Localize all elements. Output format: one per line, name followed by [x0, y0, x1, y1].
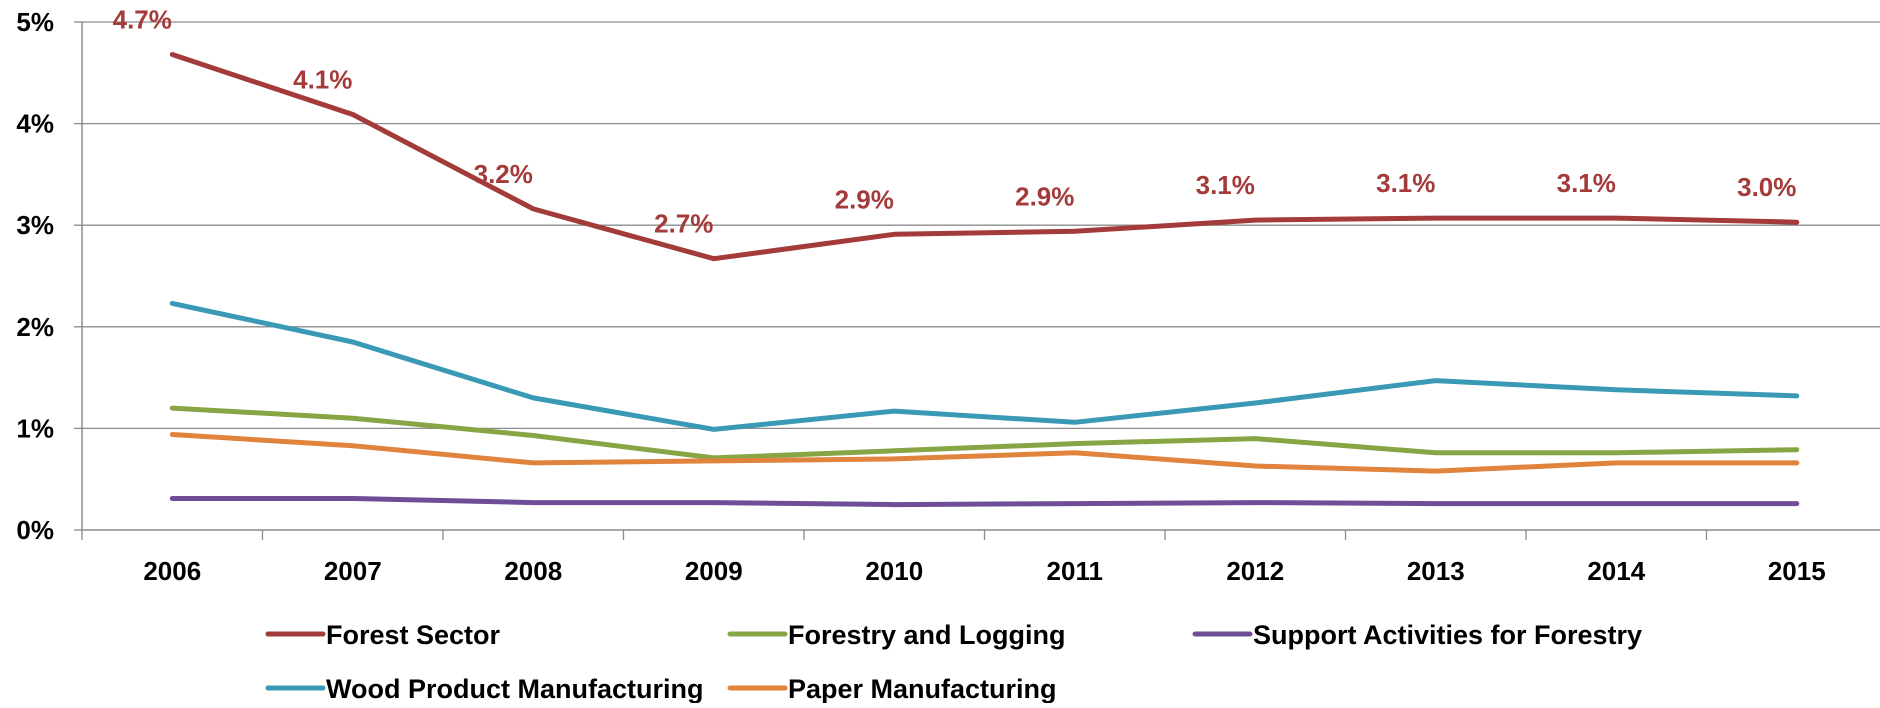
- axes: 0% 1% 2% 3% 4% 5% 2006 2007 2008 2009 2010 2011 2012…: [16, 7, 1880, 586]
- data-label: 3.1%: [1557, 168, 1616, 198]
- series-line-forestry-and-logging: [169, 405, 1800, 461]
- x-tick-label: 2015: [1768, 556, 1826, 586]
- y-tick-label: 4%: [16, 109, 54, 139]
- x-tick-label: 2008: [504, 556, 562, 586]
- x-tick-label: 2009: [685, 556, 743, 586]
- legend-item: Wood Product Manufacturing: [265, 674, 703, 704]
- legend-label: Support Activities for Forestry: [1253, 620, 1642, 650]
- x-tick-label: 2013: [1407, 556, 1465, 586]
- series-line-wood-product-manufacturing: [169, 300, 1800, 432]
- data-label: 2.9%: [1015, 181, 1074, 211]
- data-label: 2.9%: [835, 184, 894, 214]
- gridlines: [82, 21, 1880, 430]
- data-label: 4.7%: [113, 5, 172, 35]
- data-label: 3.2%: [474, 159, 533, 189]
- legend: Forest Sector Forestry and Logging Support…: [265, 620, 1642, 704]
- y-tick-label: 2%: [16, 312, 54, 342]
- x-tick-label: 2014: [1587, 556, 1645, 586]
- data-label: 3.1%: [1376, 168, 1435, 198]
- data-label: 3.0%: [1737, 172, 1796, 202]
- y-tick-label: 3%: [16, 210, 54, 240]
- data-label: 4.1%: [293, 64, 352, 94]
- x-tick-label: 2006: [143, 556, 201, 586]
- legend-label: Forest Sector: [326, 620, 501, 650]
- y-tick-label: 1%: [16, 413, 54, 443]
- data-labels: 4.7% 4.1% 3.2% 2.7% 2.9% 2.9% 3.1% 3.1% 3.1% 3.0%: [113, 5, 1797, 239]
- series-line-support-activities-for-forestry: [169, 496, 1800, 508]
- y-tick-label: 5%: [16, 7, 54, 37]
- series-line-paper-manufacturing: [169, 432, 1800, 474]
- legend-label: Forestry and Logging: [788, 620, 1066, 650]
- legend-item: Forestry and Logging: [727, 620, 1066, 650]
- legend-label: Paper Manufacturing: [788, 674, 1057, 703]
- legend-item: Paper Manufacturing: [727, 674, 1057, 704]
- series-line-forest-sector: [169, 52, 1800, 262]
- y-tick-label: 0%: [16, 515, 54, 545]
- x-tick-label: 2010: [865, 556, 923, 586]
- legend-item: Support Activities for Forestry: [1192, 620, 1642, 650]
- legend-label: Wood Product Manufacturing: [326, 674, 703, 703]
- x-tick-label: 2007: [324, 556, 382, 586]
- x-tick-label: 2011: [1047, 556, 1103, 586]
- data-label: 3.1%: [1196, 170, 1255, 200]
- x-tick-label: 2012: [1226, 556, 1284, 586]
- series-lines: [169, 52, 1800, 508]
- data-label: 2.7%: [654, 209, 713, 239]
- legend-item: Forest Sector: [265, 620, 501, 650]
